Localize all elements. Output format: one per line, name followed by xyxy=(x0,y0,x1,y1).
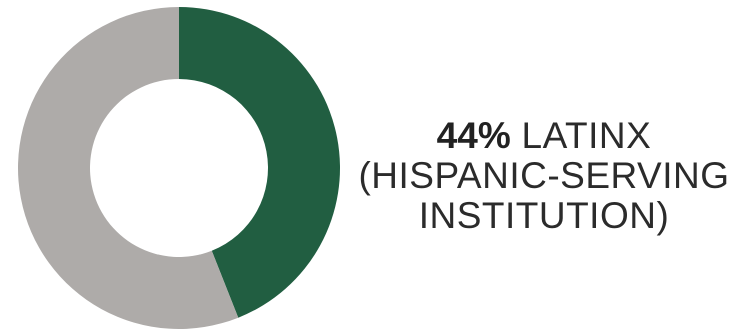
donut-slice-1 xyxy=(179,7,340,318)
caption-line-3: INSTITUTION) xyxy=(418,195,670,236)
caption-label: LATINX xyxy=(521,115,652,156)
caption-line-1: 44% LATINX xyxy=(352,116,736,156)
donut-slice-2 xyxy=(18,7,239,329)
percent-value: 44% xyxy=(436,115,511,156)
donut-caption: 44% LATINX (HISPANIC-SERVING INSTITUTION… xyxy=(352,116,736,236)
donut-chart xyxy=(18,7,340,329)
caption-line-2: (HISPANIC-SERVING xyxy=(358,155,730,196)
